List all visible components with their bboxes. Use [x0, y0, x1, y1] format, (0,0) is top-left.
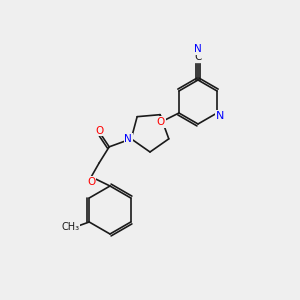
Text: N: N: [194, 44, 202, 54]
Text: N: N: [124, 134, 132, 144]
Text: N: N: [216, 111, 224, 121]
Text: O: O: [95, 126, 103, 136]
Text: O: O: [157, 117, 165, 127]
Text: CH₃: CH₃: [61, 222, 79, 232]
Text: C: C: [194, 52, 202, 62]
Text: O: O: [87, 177, 95, 187]
